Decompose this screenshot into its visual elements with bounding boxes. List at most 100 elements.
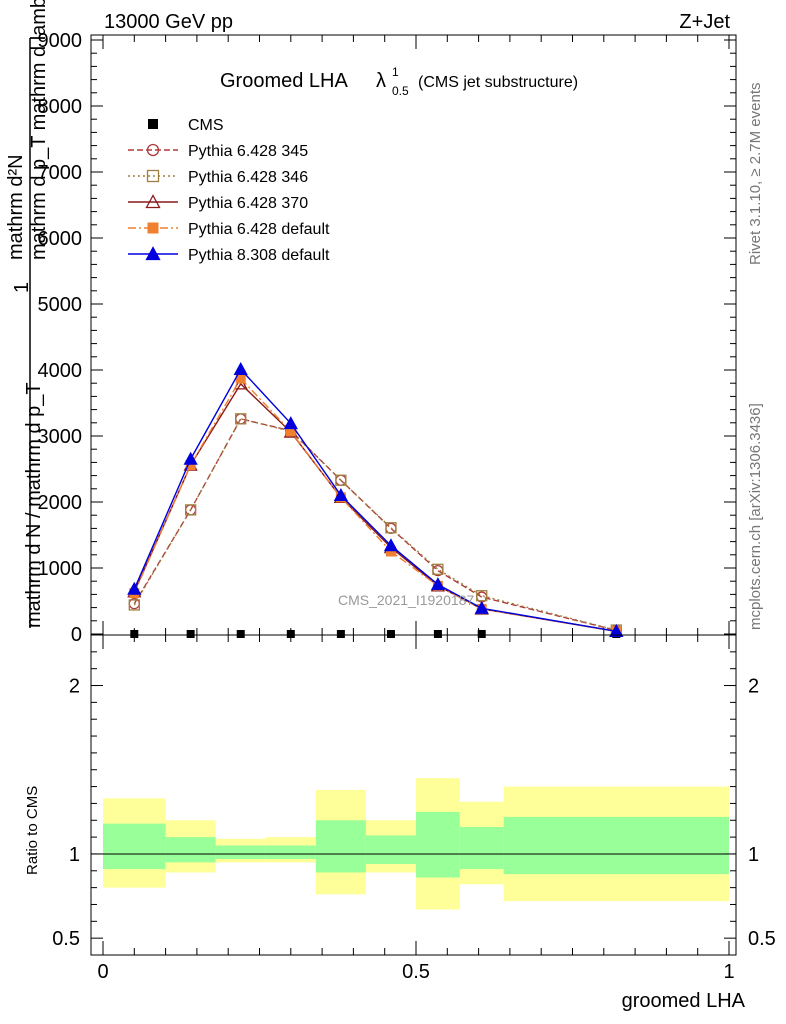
ratio-band-green <box>503 816 729 875</box>
side-label-rivet: Rivet 3.1.10, ≥ 2.7M events <box>747 83 764 266</box>
ratio-y-tick-label-right: 2 <box>748 676 759 698</box>
data-point <box>184 504 197 516</box>
ratio-x-tick-label: 0 <box>97 961 108 983</box>
legend-item: Pythia 6.428 370 <box>128 194 308 212</box>
data-point <box>235 413 247 425</box>
legend-marker <box>148 119 158 129</box>
legend-label: Pythia 6.428 370 <box>188 195 308 212</box>
legend-label: CMS <box>188 117 224 134</box>
main-x-axis-ticks <box>102 35 730 635</box>
data-point <box>235 413 247 425</box>
main-y-tick-label: 6000 <box>38 228 83 250</box>
main-y-tick-label: 0 <box>71 624 82 646</box>
ratio-y-tick-label: 1 <box>69 844 80 866</box>
data-point <box>386 630 395 638</box>
data-point <box>236 630 245 638</box>
legend-item: Pythia 6.428 346 <box>128 169 308 186</box>
legend-item: CMS <box>148 117 224 134</box>
ratio-band-green <box>459 827 504 870</box>
legend-label: Pythia 6.428 default <box>188 221 330 238</box>
ratio-y-tick-label: 0.5 <box>52 928 80 950</box>
ratio-band-green <box>365 835 416 865</box>
header-right: Z+Jet <box>679 11 730 33</box>
ratio-x-tick-label: 1 <box>723 961 734 983</box>
ratio-bands <box>103 778 729 910</box>
data-point <box>185 460 196 471</box>
main-y-tick-label: 3000 <box>38 426 83 448</box>
main-y-tick-label: 7000 <box>38 162 83 184</box>
title-suffix: (CMS jet substructure) <box>418 74 578 91</box>
series-line <box>133 418 617 631</box>
legend-label: Pythia 6.428 346 <box>188 169 308 186</box>
ylabel-num: mathrm d²N <box>5 154 27 260</box>
main-y-tick-label: 9000 <box>38 30 83 52</box>
ratio-panel: 0.5 0.5 1 1 2 2 0 0.5 1 Ratio to CMS <box>24 634 776 983</box>
legend-item: Pythia 6.428 default <box>128 221 330 238</box>
ratio-band-green <box>215 845 266 859</box>
ratio-y-tick-label: 2 <box>69 676 80 698</box>
ylabel-num2: 1 <box>11 282 33 293</box>
legend-label: Pythia 6.428 345 <box>188 143 308 160</box>
data-point <box>609 624 624 638</box>
watermark: CMS_2021_I1920187 <box>338 592 474 608</box>
legend-item: Pythia 8.308 default <box>128 246 330 264</box>
main-panel: 0 1000 2000 3000 4000 5000 6000 7000 8000 9000 CM… <box>38 30 737 646</box>
data-point <box>286 630 295 638</box>
data-point <box>186 630 195 638</box>
data-point <box>183 451 198 465</box>
ylabel-den2: mathrm d N / mathrm d p_T <box>23 382 45 628</box>
data-point <box>128 599 140 611</box>
main-y-axis: 0 1000 2000 3000 4000 5000 6000 7000 8000 9000 <box>38 30 736 646</box>
ratio-band-green <box>265 845 316 859</box>
ratio-y-label: Ratio to CMS <box>24 786 41 875</box>
ratio-x-axis: 0 0.5 1 <box>97 635 735 983</box>
data-point <box>383 538 399 552</box>
data-point <box>285 426 296 437</box>
header-left: 13000 GeV pp <box>104 11 233 33</box>
side-label-mcplots: mcplots.cern.ch [arXiv:1306.3436] <box>747 403 764 630</box>
main-y-tick-label: 5000 <box>38 294 83 316</box>
data-point <box>476 590 488 602</box>
ylabel-den: mathrm d p_T mathrm d lambda <box>28 0 50 260</box>
data-point <box>335 474 347 486</box>
ratio-band-green <box>315 820 366 873</box>
x-axis-label: groomed LHA <box>622 990 746 1012</box>
main-series-group <box>127 361 624 638</box>
main-y-tick-label: 1000 <box>38 558 83 580</box>
main-y-tick-label: 8000 <box>38 96 83 118</box>
data-point <box>474 600 489 614</box>
legend-marker <box>145 194 161 209</box>
data-point <box>385 546 396 557</box>
ratio-frame <box>90 634 737 956</box>
series-0 <box>130 630 621 638</box>
ratio-y-axis: 0.5 0.5 1 1 2 2 <box>52 651 776 950</box>
data-point <box>127 581 142 595</box>
data-point <box>233 361 248 375</box>
data-point <box>235 373 246 384</box>
legend-marker <box>145 246 161 261</box>
legend-marker <box>146 169 160 183</box>
title-sub: 0.5 <box>392 84 409 98</box>
main-y-tick-label: 2000 <box>38 492 83 514</box>
legend-label: Pythia 8.308 default <box>188 247 330 264</box>
main-y-tick-label: 4000 <box>38 360 83 382</box>
title-sup: 1 <box>392 65 399 79</box>
ratio-band-green <box>416 811 460 878</box>
legend-item: Pythia 6.428 345 <box>128 143 308 160</box>
legend-marker <box>146 143 160 157</box>
title-lambda: λ <box>376 70 386 92</box>
data-point <box>433 630 442 638</box>
data-point <box>130 630 139 638</box>
ratio-band-green <box>103 823 166 870</box>
data-point <box>432 563 444 575</box>
data-point <box>430 577 446 591</box>
ratio-y-tick-label-right: 0.5 <box>748 928 776 950</box>
ratio-band-green <box>165 837 216 863</box>
legend: CMS Pythia 6.428 345 Pythia 6.428 346 Pythi… <box>128 117 330 264</box>
data-point <box>336 630 345 638</box>
legend-marker <box>147 222 159 234</box>
data-point <box>283 416 298 430</box>
ratio-y-tick-label-right: 1 <box>748 844 759 866</box>
title-main: Groomed LHA <box>220 70 348 92</box>
